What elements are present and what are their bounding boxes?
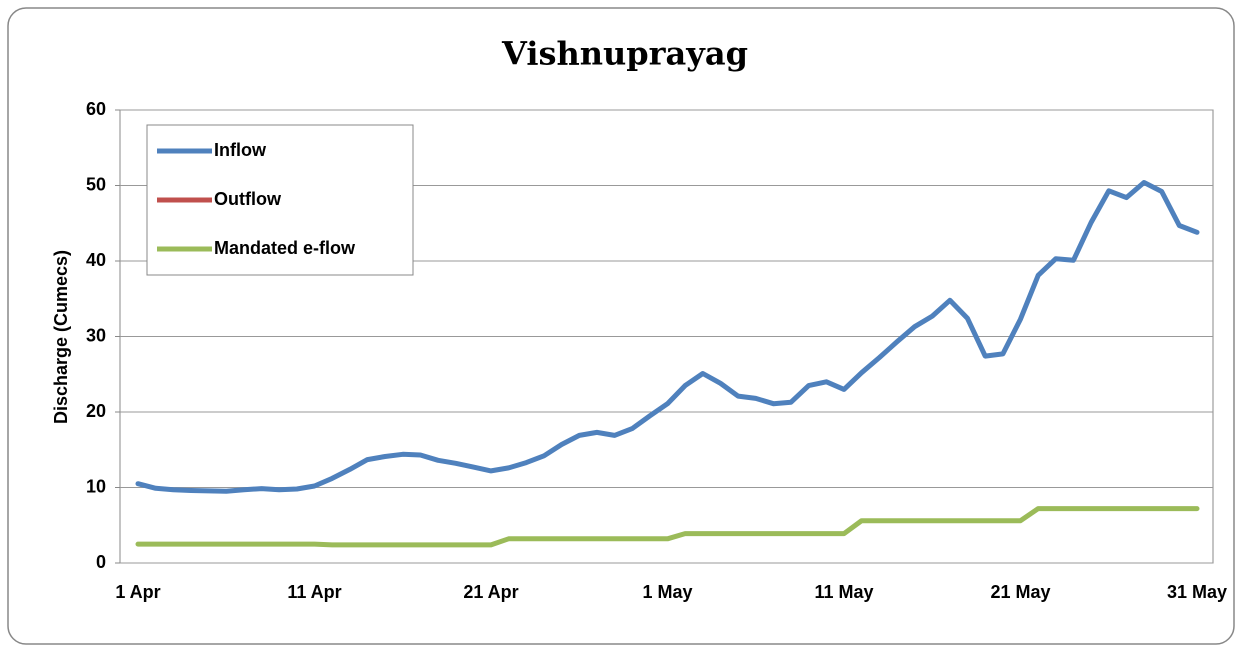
- y-tick-label: 0: [96, 552, 106, 572]
- x-tick-label: 1 May: [642, 582, 692, 602]
- series-line: [135, 506, 1200, 548]
- y-tick-label: 50: [86, 174, 106, 194]
- chart-title: Vishnuprayag: [501, 35, 748, 73]
- legend-label: Outflow: [214, 189, 282, 209]
- x-tick-label: 31 May: [1167, 582, 1227, 602]
- x-tick-label: 1 Apr: [115, 582, 160, 602]
- series-line: [135, 180, 1200, 494]
- legend-label: Inflow: [214, 140, 267, 160]
- y-tick-label: 10: [86, 476, 106, 496]
- y-axis-label: Discharge (Cumecs): [51, 250, 71, 424]
- legend-label: Mandated e-flow: [214, 238, 356, 258]
- x-tick-label: 11 May: [814, 582, 873, 602]
- x-tick-label: 21 May: [990, 582, 1050, 602]
- y-tick-label: 40: [86, 250, 106, 270]
- x-tick-label: 21 Apr: [463, 582, 518, 602]
- x-tick-label: 11 Apr: [287, 582, 341, 602]
- chart-border: [7, 7, 1235, 645]
- y-tick-label: 30: [86, 325, 106, 345]
- y-tick-label: 60: [86, 99, 106, 119]
- y-tick-label: 20: [86, 401, 106, 421]
